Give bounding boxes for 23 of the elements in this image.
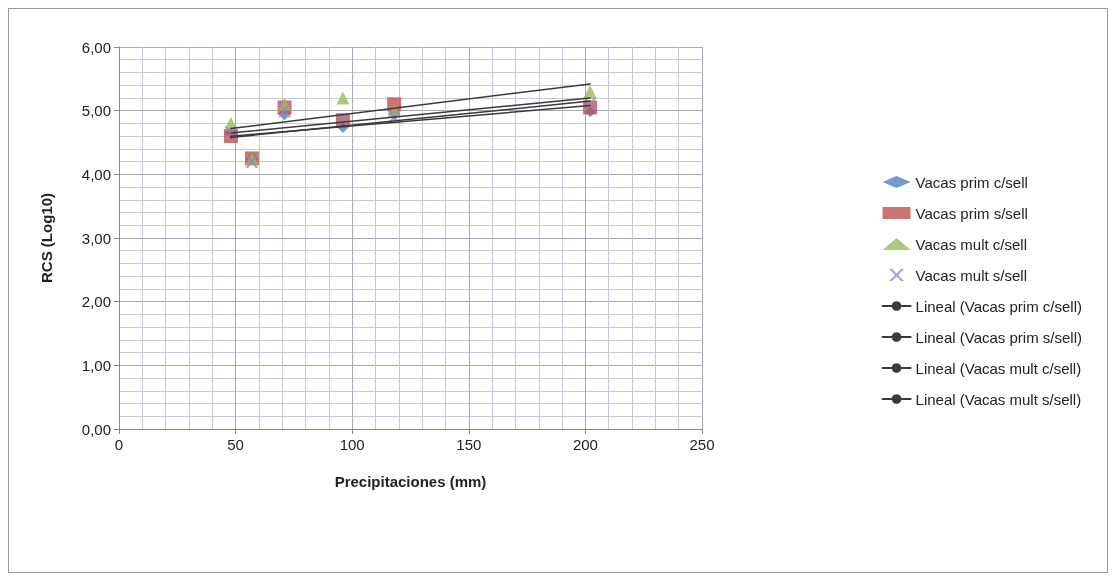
legend-label: Vacas prim s/sell bbox=[915, 204, 1028, 222]
x-tick-label: 100 bbox=[339, 436, 365, 453]
y-tick-label: 0,00 bbox=[81, 420, 111, 438]
y-tick-label: 5,00 bbox=[81, 102, 111, 120]
y-axis-title: RCS (Log10) bbox=[38, 193, 55, 283]
y-tick-label: 3,00 bbox=[81, 229, 111, 247]
x-axis-title: Precipitaciones (mm) bbox=[334, 473, 487, 490]
x-tick-label: 50 bbox=[227, 436, 244, 453]
legend-label: Vacas prim c/sell bbox=[915, 173, 1028, 191]
y-tick-label: 6,00 bbox=[81, 38, 111, 56]
legend-label: Lineal (Vacas mult c/sell) bbox=[915, 359, 1082, 377]
x-tick-label: 0 bbox=[114, 436, 124, 453]
legend-label: Lineal (Vacas prim c/sell) bbox=[915, 297, 1083, 315]
legend-label: Lineal (Vacas prim s/sell) bbox=[915, 328, 1083, 346]
x-tick-label: 250 bbox=[689, 436, 715, 453]
y-tick-label: 1,00 bbox=[81, 356, 111, 374]
x-tick-label: 150 bbox=[456, 436, 482, 453]
y-tick-label: 4,00 bbox=[81, 165, 111, 183]
legend-label: Vacas mult s/sell bbox=[915, 266, 1027, 284]
y-tick-label: 2,00 bbox=[81, 293, 111, 311]
legend-label: Vacas mult c/sell bbox=[915, 235, 1027, 253]
x-tick-label: 200 bbox=[572, 436, 598, 453]
legend-label: Lineal (Vacas mult s/sell) bbox=[915, 390, 1082, 408]
